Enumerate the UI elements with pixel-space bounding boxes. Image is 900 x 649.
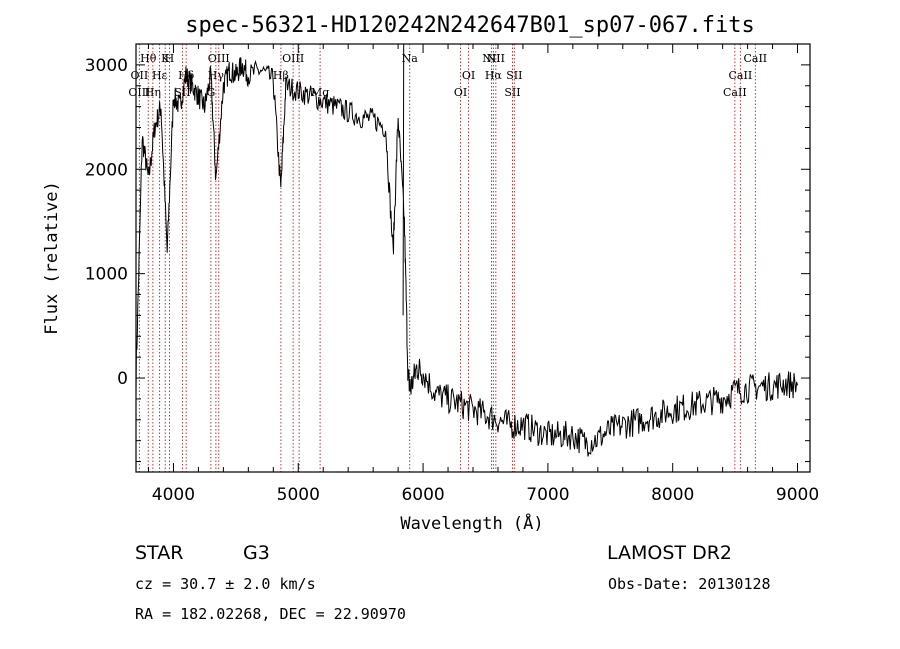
spectral-line-markers: [138, 44, 756, 472]
y-tick-label: 3000: [85, 56, 128, 76]
x-axis: 4000 5000 6000 7000 8000 9000: [147, 44, 819, 505]
line-label: OI: [454, 86, 467, 99]
redshift-info: cz = 30.7 ± 2.0 km/s: [135, 575, 316, 593]
line-label: OII: [131, 69, 149, 82]
observation-date: Obs-Date: 20130128: [608, 575, 771, 593]
object-class: STAR: [135, 542, 183, 564]
y-axis-label: Flux (relative): [42, 181, 62, 335]
line-label: NII: [482, 52, 500, 65]
line-label: Hβ: [273, 69, 289, 82]
line-label: CaII: [743, 52, 767, 65]
x-tick-label: 8000: [651, 485, 694, 505]
line-label: OIII: [208, 52, 230, 65]
survey-name: LAMOST DR2: [607, 542, 732, 564]
line-label: H: [165, 52, 175, 65]
coordinates: RA = 182.02268, DEC = 22.90970: [135, 605, 406, 623]
line-label: Hε: [152, 69, 168, 82]
x-tick-label: 6000: [401, 485, 444, 505]
line-label: K: [161, 52, 170, 65]
line-label: Hθ: [140, 52, 157, 65]
x-axis-label: Wavelength (Å): [400, 512, 543, 534]
x-tick-label: 9000: [776, 485, 819, 505]
spectrum-line: [135, 43, 798, 457]
y-tick-label: 0: [117, 369, 128, 389]
x-tick-label: 5000: [277, 485, 320, 505]
chart-title: spec-56321-HD120242N242647B01_sp07-067.f…: [185, 13, 755, 38]
x-tick-label: 7000: [526, 485, 569, 505]
y-axis: 0 1000 2000 3000: [85, 43, 810, 463]
line-label: CaII: [729, 69, 753, 82]
line-label: G: [206, 86, 215, 99]
line-label: SII: [504, 86, 520, 99]
x-tick-label: 4000: [152, 485, 195, 505]
line-label: SII: [506, 69, 522, 82]
line-label: NII: [487, 52, 505, 65]
line-label: OIII: [128, 86, 150, 99]
line-label: OIII: [282, 52, 304, 65]
line-label: CaII: [723, 86, 747, 99]
line-label: OI: [462, 69, 475, 82]
object-subclass: G3: [243, 542, 270, 564]
line-label: Hη: [145, 86, 161, 99]
y-tick-label: 1000: [85, 265, 128, 285]
line-label: Na: [402, 52, 419, 65]
line-label: Hα: [485, 69, 503, 82]
y-tick-label: 2000: [85, 160, 128, 180]
